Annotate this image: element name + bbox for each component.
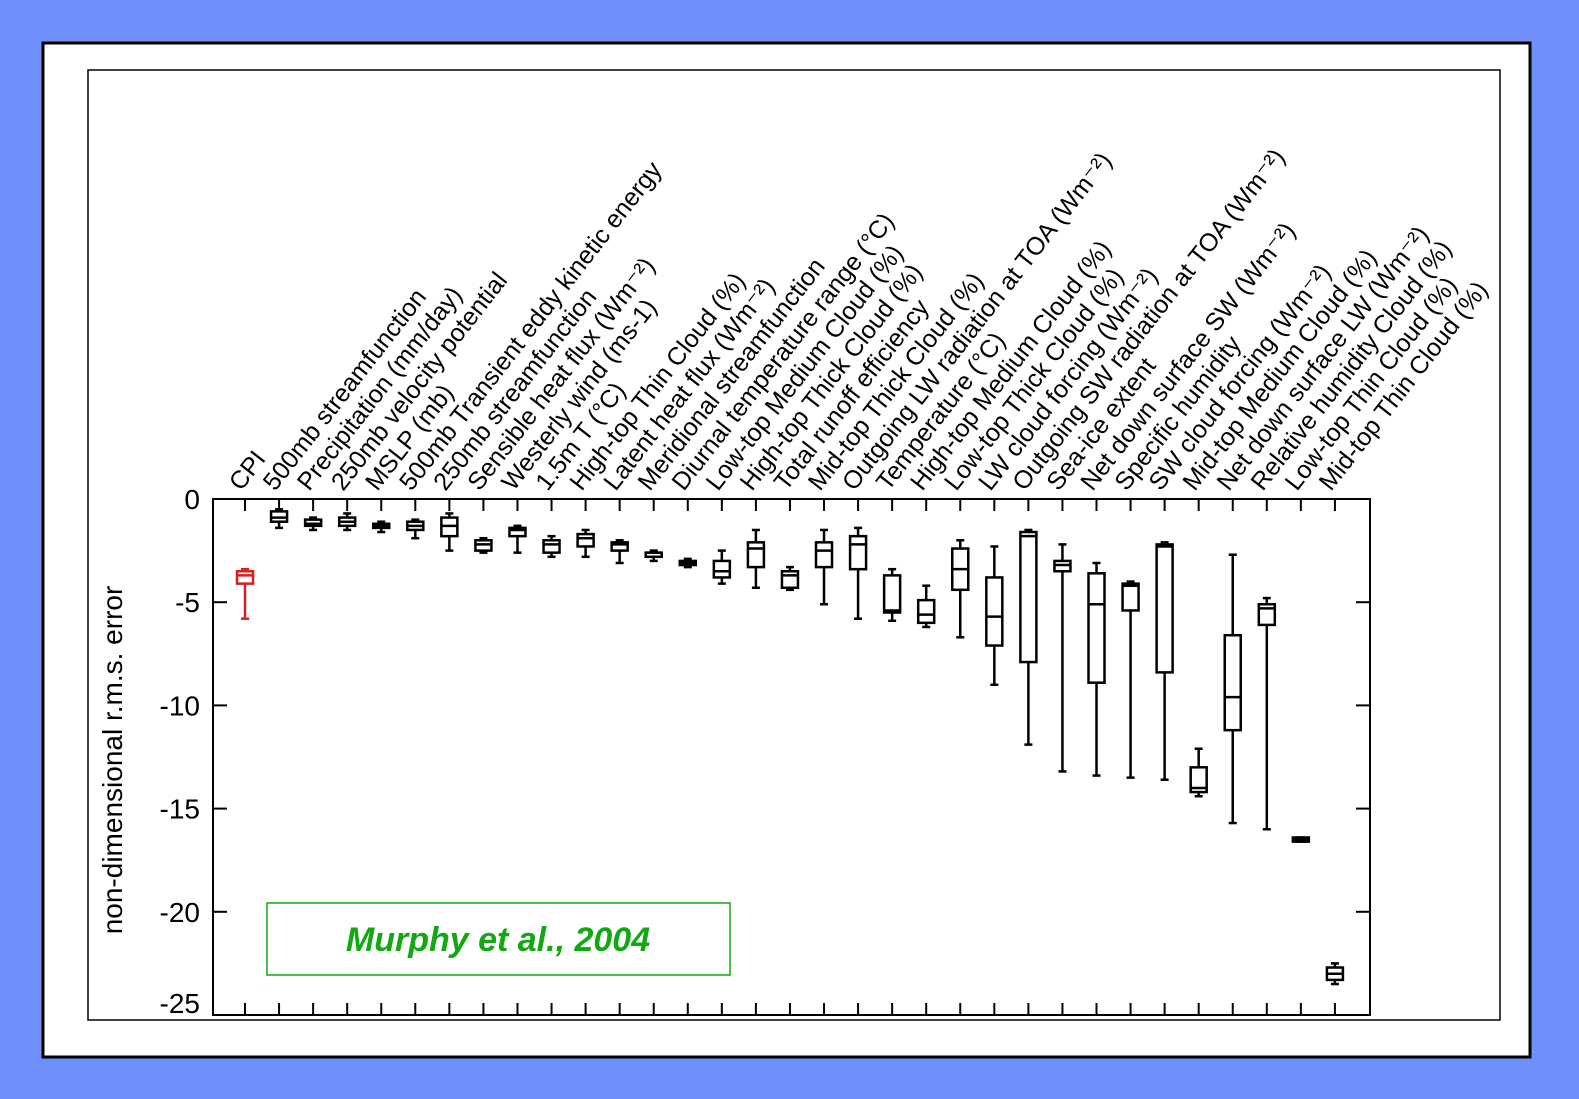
box bbox=[576, 532, 595, 548]
figure-frame bbox=[87, 69, 1501, 1021]
y-tick-label: -15 bbox=[160, 794, 200, 825]
y-tick-label: 0 bbox=[184, 484, 200, 515]
box bbox=[746, 541, 766, 569]
box bbox=[916, 598, 936, 625]
annotation: Murphy et al., 2004 bbox=[346, 921, 650, 959]
box bbox=[712, 559, 732, 579]
box bbox=[1087, 572, 1106, 684]
box bbox=[985, 576, 1004, 647]
y-axis-label: non-dimensional r.m.s. error bbox=[97, 586, 128, 935]
box bbox=[848, 534, 868, 571]
box bbox=[1223, 633, 1242, 732]
box bbox=[1155, 543, 1174, 674]
y-tick-label: -10 bbox=[160, 690, 200, 721]
box bbox=[814, 541, 834, 569]
y-tick-label: -20 bbox=[160, 897, 200, 928]
y-tick-label: -5 bbox=[175, 587, 200, 618]
panel bbox=[41, 41, 1532, 1059]
box bbox=[780, 569, 800, 590]
box bbox=[542, 539, 561, 554]
box bbox=[1121, 582, 1140, 612]
plot-frame bbox=[212, 498, 1371, 1016]
box bbox=[1189, 766, 1208, 794]
y-tick-label: -25 bbox=[160, 988, 200, 1019]
box bbox=[882, 574, 902, 614]
box bbox=[508, 526, 527, 538]
box bbox=[235, 569, 255, 585]
annotation-box bbox=[266, 902, 731, 976]
box bbox=[610, 541, 629, 552]
box bbox=[1019, 530, 1038, 664]
box bbox=[1257, 603, 1277, 627]
